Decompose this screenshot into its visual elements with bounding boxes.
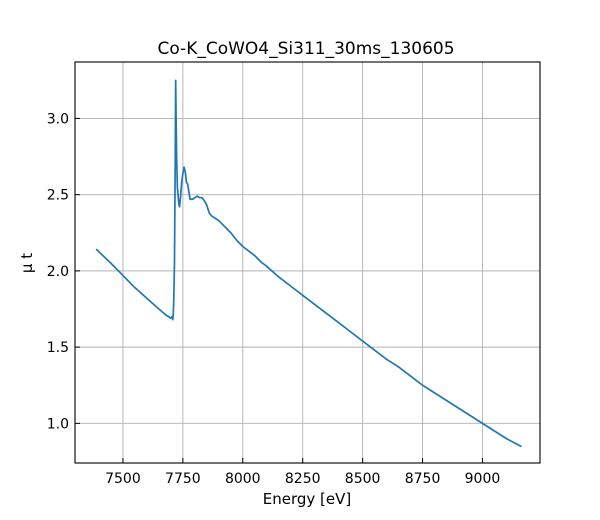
plot-area (75, 62, 540, 463)
y-axis-label: μ t (18, 253, 36, 273)
y-gridlines (75, 117, 540, 424)
x-tick-label: 7500 (105, 471, 141, 487)
x-tick-label: 8000 (225, 471, 261, 487)
x-tick-label: 7750 (165, 471, 201, 487)
plot-frame (74, 61, 541, 464)
chart-title: Co-K_CoWO4_Si311_30ms_130605 (157, 39, 454, 59)
y-tick-label: 1.5 (47, 340, 69, 356)
x-tick-label: 8750 (405, 471, 441, 487)
y-tick-label: 1.0 (47, 416, 69, 432)
x-tick-label: 8500 (345, 471, 381, 487)
y-ticks: 1.0 1.5 2.0 2.5 3.0 (47, 111, 80, 432)
y-tick-label: 2.0 (47, 264, 69, 280)
x-gridlines (122, 62, 483, 463)
x-axis-label: Energy [eV] (263, 490, 351, 508)
x-tick-label: 9000 (465, 471, 501, 487)
absorption-spectrum-line (95, 79, 522, 448)
y-tick-label: 2.5 (47, 188, 69, 204)
x-tick-label: 8250 (285, 471, 321, 487)
x-ticks: 7500 7750 8000 8250 8500 8750 9000 (105, 458, 500, 487)
y-tick-label: 3.0 (47, 111, 69, 127)
